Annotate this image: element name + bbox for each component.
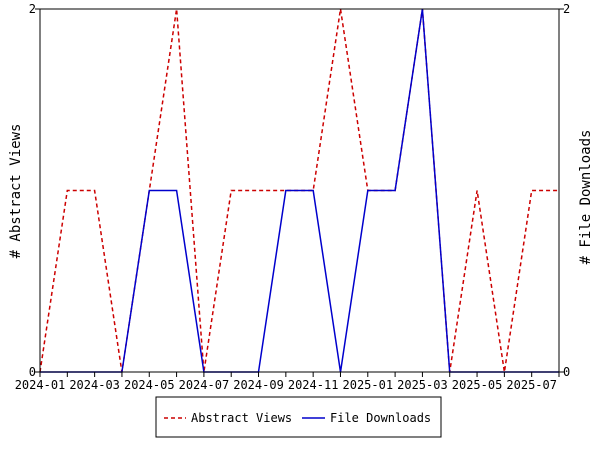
x-tick-label: 2025-01 bbox=[343, 378, 394, 392]
y-right-tick-label: 2 bbox=[563, 2, 570, 16]
x-tick-label: 2024-01 bbox=[15, 378, 66, 392]
y-axis-right-title: # File Downloads bbox=[578, 130, 594, 265]
y-left-tick-label: 2 bbox=[29, 2, 36, 16]
axes: 2024-01 2024-03 2024-05 2024-07 2024-09 2024-… bbox=[15, 2, 571, 392]
x-tick-label: 2024-07 bbox=[179, 378, 230, 392]
legend-box bbox=[155, 396, 442, 438]
x-tick-label: 2024-09 bbox=[233, 378, 284, 392]
x-tick-label: 2024-05 bbox=[124, 378, 175, 392]
legend-label-abstract-views: Abstract Views bbox=[191, 411, 292, 425]
x-tick-label: 2025-03 bbox=[397, 378, 448, 392]
legend: Abstract Views File Downloads bbox=[155, 396, 442, 438]
plot-frame bbox=[39, 8, 560, 373]
y-axis-left-title: # Abstract Views bbox=[8, 124, 24, 259]
y-right-tick-label: 0 bbox=[563, 365, 570, 379]
series-line-file-downloads bbox=[40, 8, 559, 373]
x-tick-label: 2024-11 bbox=[288, 378, 339, 392]
series-line-abstract-views bbox=[39, 8, 559, 373]
x-tick-label: 2025-07 bbox=[506, 378, 557, 392]
x-tick-label: 2024-03 bbox=[69, 378, 120, 392]
y-left-tick-label: 0 bbox=[29, 365, 36, 379]
plot-area bbox=[39, 8, 559, 373]
x-tick-label: 2025-05 bbox=[452, 378, 503, 392]
legend-label-file-downloads: File Downloads bbox=[330, 411, 431, 425]
